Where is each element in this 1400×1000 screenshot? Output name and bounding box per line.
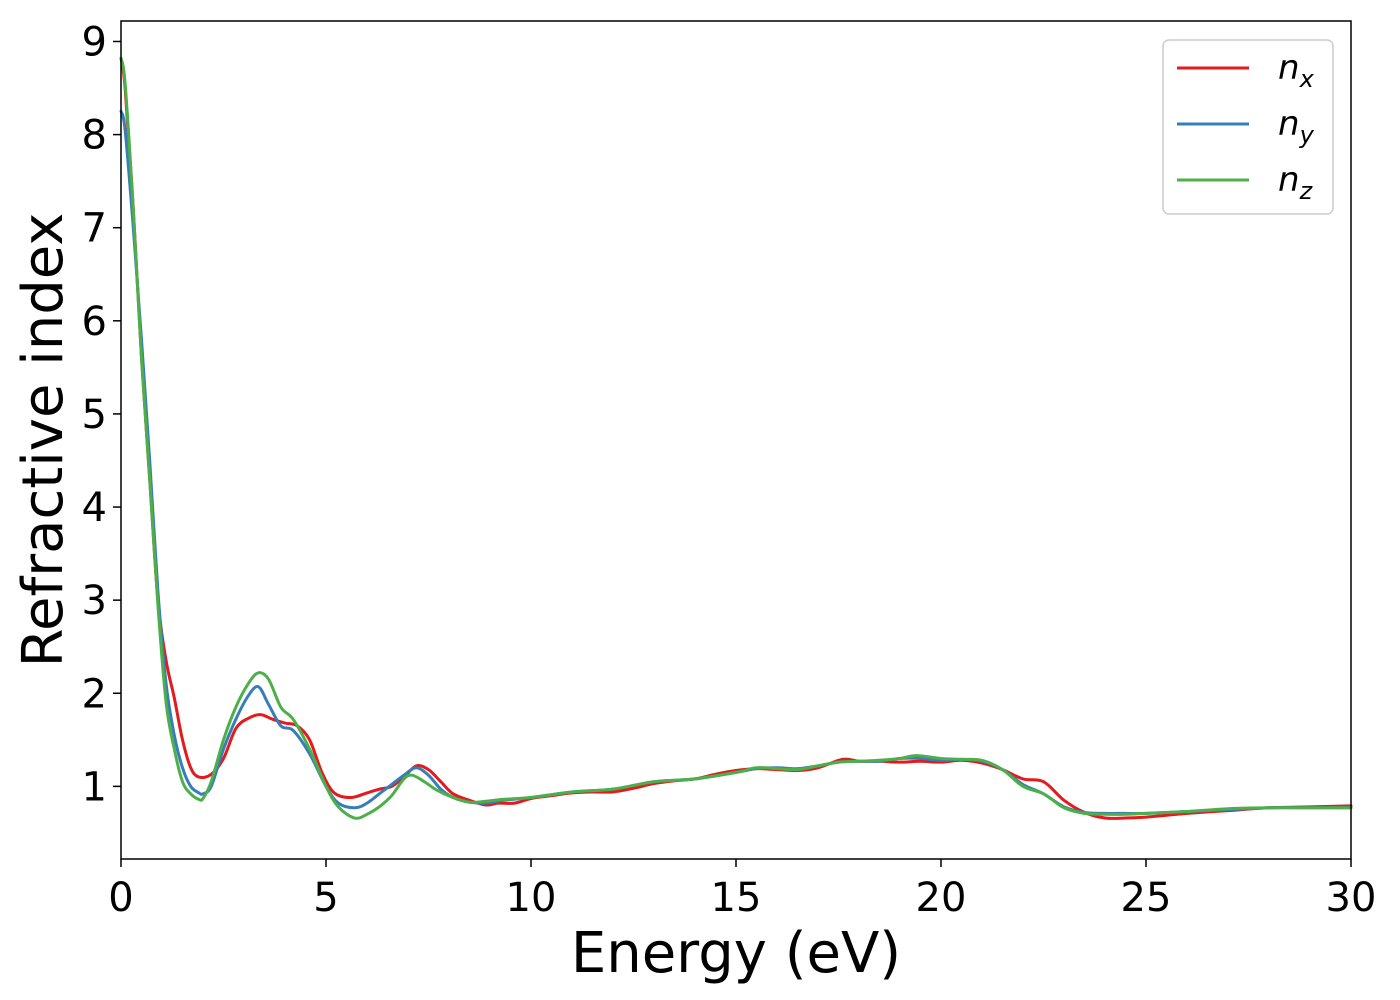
legend-label-base: n	[1278, 104, 1300, 144]
y-tick-label: 8	[82, 113, 107, 159]
legend-label-subscript: y	[1299, 121, 1315, 149]
legend-label: nz	[1278, 160, 1314, 205]
series-line-n-x	[119, 56, 1353, 820]
x-axis-title: Energy (eV)	[571, 921, 901, 986]
tick-layer: 0 5 10 15 20 25 30 1 2 3 4 5 6 7 8 9	[82, 19, 1377, 921]
legend-label: nx	[1278, 48, 1315, 93]
x-tick-label: 15	[711, 875, 762, 921]
legend-label-base: n	[1278, 48, 1300, 88]
x-tick-label: 30	[1326, 875, 1377, 921]
legend-label-subscript: x	[1299, 65, 1315, 93]
legend-label: ny	[1278, 104, 1315, 149]
x-tick-label: 0	[108, 875, 133, 921]
x-tick-label: 10	[506, 875, 557, 921]
y-tick-label: 2	[82, 671, 107, 717]
legend-label-base: n	[1278, 160, 1300, 200]
y-tick-label: 4	[82, 485, 107, 531]
legend-label-subscript: z	[1299, 177, 1314, 205]
y-axis-title: Refractive index	[11, 213, 76, 668]
y-tick-label: 9	[82, 19, 107, 65]
x-tick-label: 25	[1121, 875, 1172, 921]
series-line-n-z	[119, 56, 1353, 820]
y-tick-label: 3	[82, 578, 107, 624]
x-tick-label: 20	[916, 875, 967, 921]
y-tick-label: 7	[82, 206, 107, 252]
x-tick-label: 5	[313, 875, 338, 921]
y-tick-label: 1	[82, 764, 107, 810]
y-tick-label: 5	[82, 392, 107, 438]
series-layer	[119, 56, 1353, 820]
legend-box	[1162, 39, 1334, 215]
y-tick-label: 6	[82, 299, 107, 345]
